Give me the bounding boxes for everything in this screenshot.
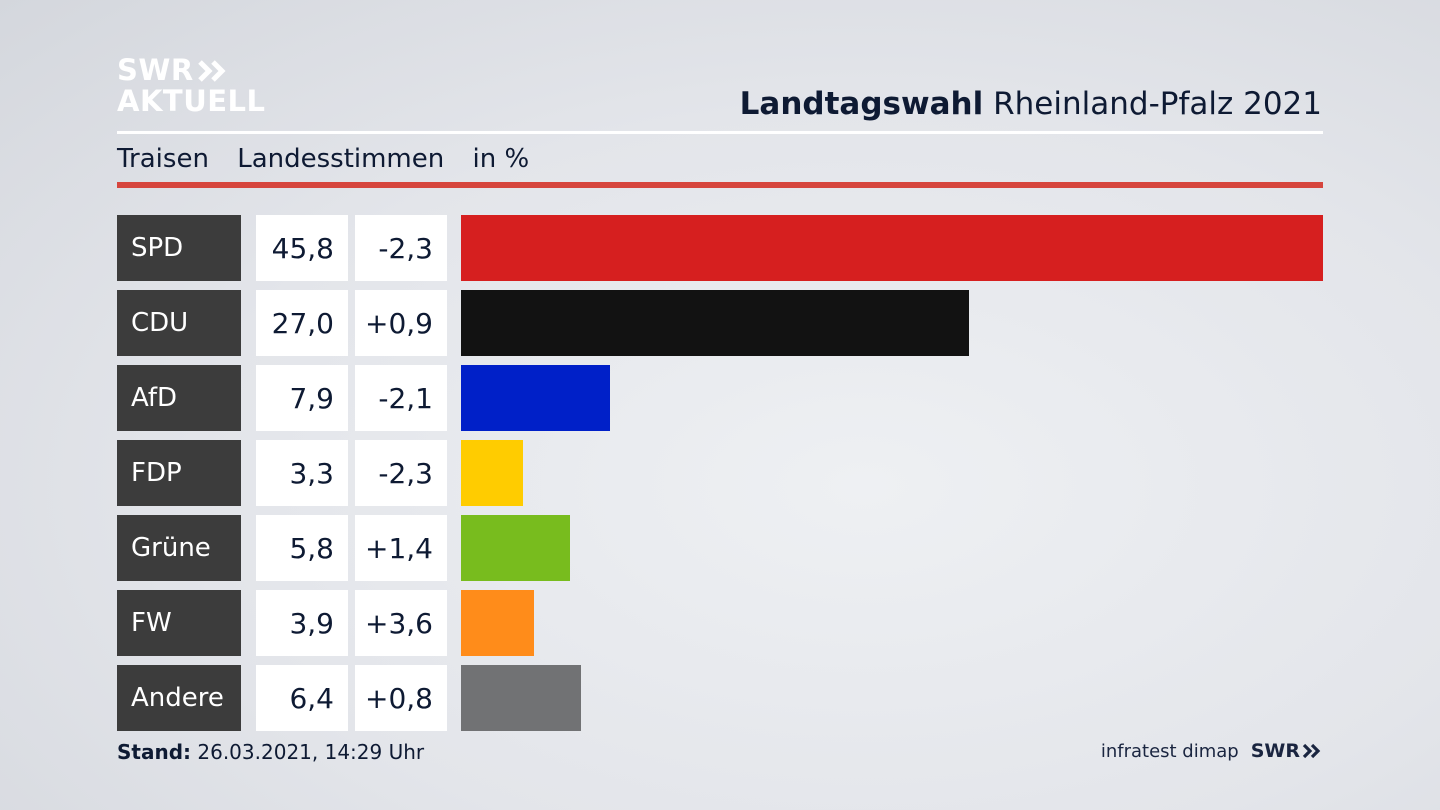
chart-row-6: Andere 6,4 +0,8	[117, 665, 1323, 731]
chart-row-1: CDU 27,0 +0,9	[117, 290, 1323, 356]
title-bold: Landtagswahl	[739, 86, 984, 122]
party-label: FDP	[117, 440, 241, 506]
value-label: 7,9	[256, 365, 348, 431]
chart-row-2: AfD 7,9 -2,1	[117, 365, 1323, 431]
title-rest: Rheinland-Pfalz 2021	[993, 86, 1322, 122]
party-label: CDU	[117, 290, 241, 356]
measure-label: Landesstimmen	[237, 144, 445, 174]
diff-label: -2,1	[355, 365, 447, 431]
value-label: 45,8	[256, 215, 348, 281]
bar-fw	[461, 590, 534, 656]
party-label: AfD	[117, 365, 241, 431]
chart-row-5: FW 3,9 +3,6	[117, 590, 1323, 656]
page-title: Landtagswahl Rheinland-Pfalz 2021	[740, 86, 1322, 122]
value-label: 27,0	[256, 290, 348, 356]
stand-label: Stand:	[117, 740, 192, 764]
bar-fdp	[461, 440, 523, 506]
bar-spd	[461, 215, 1323, 281]
diff-label: -2,3	[355, 215, 447, 281]
footer-brand: SWR	[1250, 740, 1300, 762]
diff-label: -2,3	[355, 440, 447, 506]
diff-label: +0,8	[355, 665, 447, 731]
double-chevron-icon	[197, 59, 228, 82]
diff-label: +0,9	[355, 290, 447, 356]
chart-row-0: SPD 45,8 -2,3	[117, 215, 1323, 281]
value-label: 5,8	[256, 515, 348, 581]
place-label: Traisen	[117, 144, 209, 174]
value-label: 3,9	[256, 590, 348, 656]
source-label: infratest dimap	[1100, 740, 1239, 762]
party-label: FW	[117, 590, 241, 656]
swr-aktuell-logo: SWR AKTUELL	[117, 55, 266, 117]
source-credit: infratest dimap SWR	[1101, 740, 1322, 762]
logo-line2: AKTUELL	[117, 84, 266, 118]
party-label: Grüne	[117, 515, 241, 581]
double-chevron-icon	[1302, 743, 1321, 759]
unit-label: in %	[472, 144, 530, 174]
party-label: Andere	[117, 665, 241, 731]
value-label: 6,4	[256, 665, 348, 731]
logo-line1: SWR	[117, 53, 194, 87]
chart-row-4: Grüne 5,8 +1,4	[117, 515, 1323, 581]
timestamp: Stand: 26.03.2021, 14:29 Uhr	[117, 740, 424, 764]
stand-value: 26.03.2021, 14:29 Uhr	[197, 740, 425, 764]
chart-subheader: Traisen Landesstimmen in %	[117, 144, 549, 174]
party-label: SPD	[117, 215, 241, 281]
diff-label: +1,4	[355, 515, 447, 581]
bar-grüne	[461, 515, 570, 581]
chart-row-3: FDP 3,3 -2,3	[117, 440, 1323, 506]
accent-divider	[117, 182, 1323, 188]
bar-andere	[461, 665, 581, 731]
bar-afd	[461, 365, 610, 431]
diff-label: +3,6	[355, 590, 447, 656]
bar-cdu	[461, 290, 969, 356]
header-divider	[117, 131, 1323, 134]
swr-footer-logo: SWR	[1251, 740, 1322, 762]
value-label: 3,3	[256, 440, 348, 506]
